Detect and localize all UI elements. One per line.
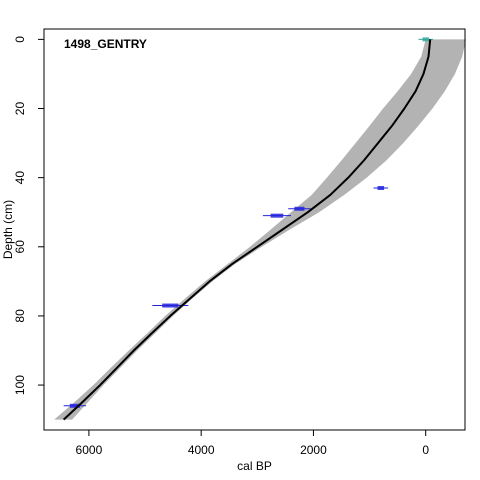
x-axis: 6000 4000 2000 0 bbox=[76, 430, 429, 457]
date-probability-mark bbox=[377, 186, 385, 191]
y-tick-label: 40 bbox=[13, 171, 27, 185]
mean-age-depth-line bbox=[62, 39, 432, 421]
y-tick-label: 80 bbox=[13, 309, 27, 323]
dated-sample-2 bbox=[373, 186, 389, 191]
date-probability-mark bbox=[162, 303, 179, 308]
dated-sample-1 bbox=[418, 37, 434, 42]
y-axis: 0 20 40 60 80 100 bbox=[13, 36, 44, 395]
date-probability-mark bbox=[69, 403, 80, 408]
y-axis-title: Depth (cm) bbox=[1, 200, 15, 259]
x-tick-label: 4000 bbox=[188, 443, 215, 457]
chart-title: 1498_GENTRY bbox=[64, 37, 147, 51]
plot-frame bbox=[43, 28, 466, 431]
mean-curve-layer bbox=[62, 39, 432, 421]
x-tick-label: 6000 bbox=[76, 443, 103, 457]
y-tick-label: 0 bbox=[13, 36, 27, 43]
x-tick-label: 2000 bbox=[300, 443, 327, 457]
x-tick-label: 0 bbox=[422, 443, 429, 457]
y-tick-label: 100 bbox=[13, 375, 27, 395]
y-tick-label: 20 bbox=[13, 102, 27, 116]
x-axis-title: cal BP bbox=[237, 459, 272, 473]
dated-sample-4 bbox=[262, 213, 291, 218]
dated-sample-6 bbox=[63, 403, 87, 408]
date-probability-mark bbox=[294, 206, 305, 211]
uncertainty-band bbox=[54, 39, 467, 420]
date-probability-mark bbox=[270, 213, 284, 218]
uncertainty-band-layer bbox=[54, 39, 467, 420]
y-tick-label: 60 bbox=[13, 240, 27, 254]
dated-sample-3 bbox=[288, 206, 311, 211]
date-probability-mark bbox=[422, 37, 429, 42]
